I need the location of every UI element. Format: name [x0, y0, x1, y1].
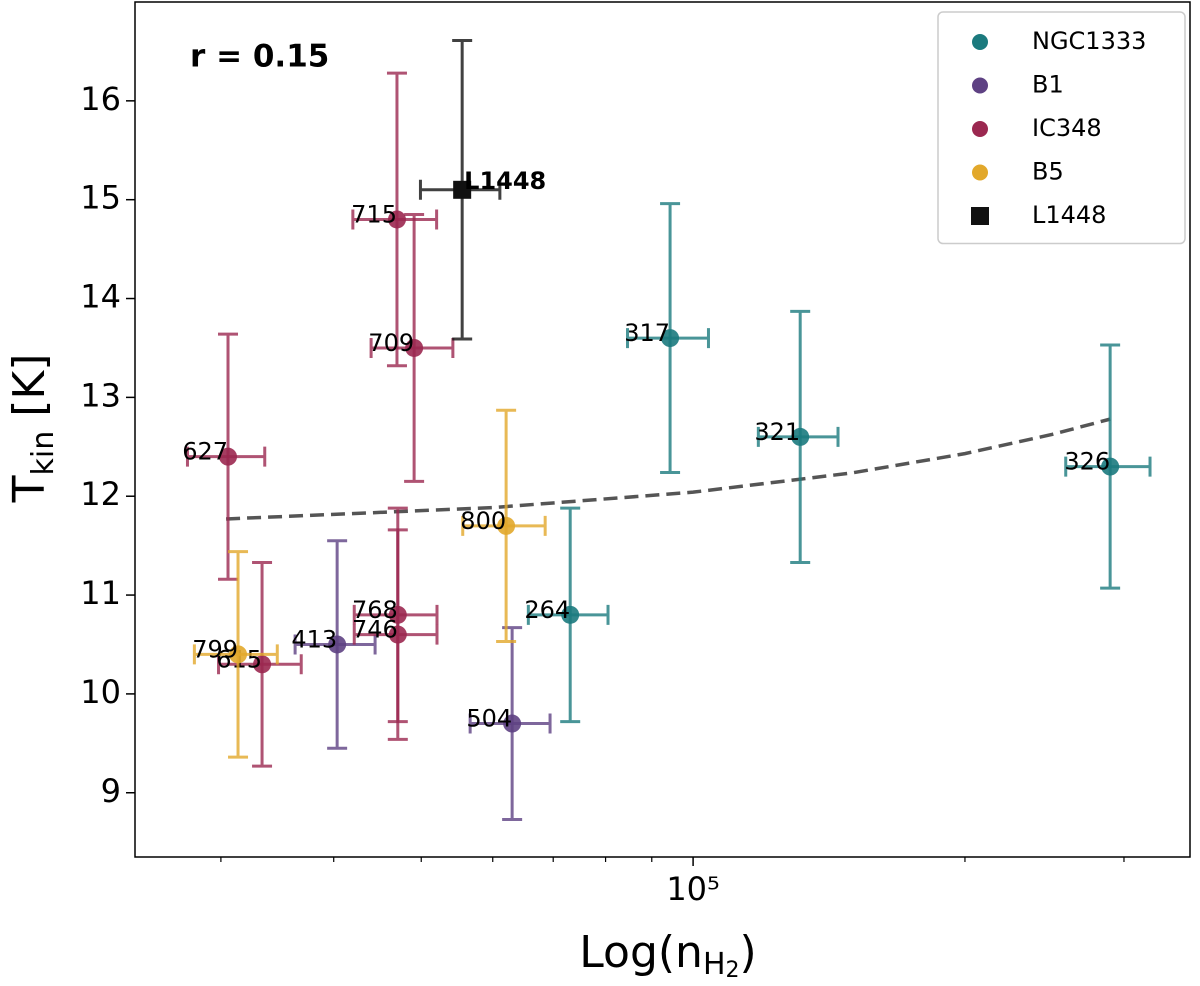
point-label: 746: [352, 616, 398, 644]
legend-marker: [972, 164, 988, 181]
point: [405, 338, 424, 357]
y-tick-label: 13: [80, 376, 121, 414]
point: [229, 645, 248, 664]
point-label: 326: [1064, 448, 1110, 476]
legend-label: B5: [1032, 158, 1064, 186]
point: [791, 427, 810, 446]
y-tick-label: 16: [80, 80, 121, 118]
point-label: 321: [754, 418, 800, 446]
legend-label: B1: [1032, 71, 1064, 99]
y-tick-label: 10: [80, 673, 121, 711]
y-tick-label: 12: [80, 475, 121, 513]
x-tick-label: 10⁵: [666, 870, 720, 908]
point: [453, 180, 472, 199]
legend-marker: [972, 121, 988, 137]
point: [503, 714, 522, 733]
point-label: 799: [192, 635, 238, 663]
legend-box: [937, 11, 1186, 245]
point-label: 413: [291, 625, 337, 653]
point: [388, 625, 407, 644]
y-tick-label: 15: [80, 179, 121, 217]
x-label-sub: H: [703, 947, 726, 982]
point: [328, 635, 347, 654]
fit-line: [226, 417, 1111, 521]
point-label: 709: [368, 329, 414, 357]
point-label: 715: [351, 200, 397, 228]
point-label: 627: [182, 438, 228, 466]
plot-frame: [134, 1, 1191, 858]
legend-label: L1448: [1032, 201, 1106, 229]
point-label: 800: [460, 507, 506, 535]
point: [253, 655, 272, 674]
point-label: 768: [352, 596, 398, 624]
legend-marker: [971, 207, 989, 225]
legend-marker: [972, 34, 988, 50]
point: [1101, 457, 1120, 476]
y-tick-label: 14: [80, 278, 121, 316]
point: [661, 329, 680, 348]
legend-label: NGC1333: [1032, 27, 1146, 55]
point-label: 504: [466, 705, 512, 733]
y-label-sub: kin: [26, 431, 61, 476]
x-axis-label: Log(nH2): [579, 927, 756, 983]
point: [219, 447, 238, 466]
y-tick-label: 11: [80, 574, 121, 612]
y-label-main: T: [4, 475, 55, 503]
x-label-main: Log(n: [579, 927, 703, 978]
point-label: L1448: [464, 167, 546, 195]
x-label-subsub: 2: [726, 958, 740, 983]
point: [561, 605, 580, 624]
point-label: 317: [624, 319, 670, 347]
y-axis-label: Tkin [K]: [4, 354, 61, 504]
point: [387, 210, 406, 229]
legend-marker: [972, 77, 988, 94]
annotation: r = 0.15: [190, 39, 329, 75]
y-tick-label: 9: [101, 772, 121, 810]
legend-label: IC348: [1032, 114, 1102, 142]
y-label-tail: [K]: [4, 354, 55, 431]
x-label-tail: ): [740, 927, 757, 978]
point-label: 264: [524, 596, 570, 624]
point: [497, 516, 516, 535]
